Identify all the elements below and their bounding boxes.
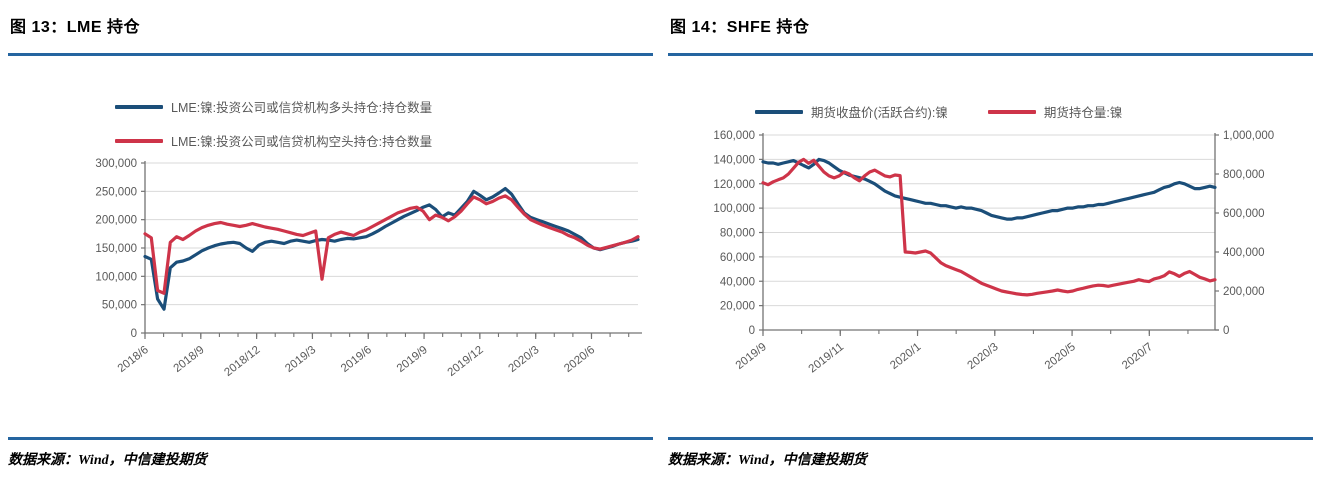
x-axis-tick-label: 2020/6: [562, 344, 597, 375]
x-axis-tick-label: 2019/9: [395, 344, 430, 375]
figure-13-lme: 图 13：LME 持仓 LME:镍:投资公司或信贷机构多头持仓:持仓数量 LME…: [8, 19, 653, 468]
y-axis-tick-label: 50,000: [102, 300, 137, 312]
shfe-price-line-swatch: [755, 109, 803, 114]
x-axis-tick-label: 2020/1: [888, 341, 923, 372]
x-axis-tick-label: 2020/3: [506, 344, 541, 375]
y-axis-tick-label: 60,000: [720, 252, 755, 264]
y-axis-tick-label: 120,000: [713, 179, 755, 191]
x-axis-tick-label: 2019/12: [446, 344, 486, 379]
series-line-1: [143, 194, 640, 295]
figure-14-source-rule: [668, 437, 1313, 440]
y-axis-tick-label: 100,000: [713, 203, 755, 215]
x-axis-tick-label: 2020/5: [1043, 341, 1078, 372]
y-axis-tick-label: 150,000: [95, 243, 137, 255]
lme-legend: LME:镍:投资公司或信贷机构多头持仓:持仓数量 LME:镍:投资公司或信贷机构…: [115, 97, 432, 150]
x-axis-tick-label: 2019/9: [734, 341, 769, 372]
lme-chart-canvas: 0 50,000 100,000 150,000 200,000 250,000 300,0…: [95, 158, 642, 379]
figure-13-title-rule: [8, 53, 653, 56]
y-axis-right-tick-label: 200,000: [1223, 286, 1265, 298]
lme-legend-item-long: LME:镍:投资公司或信贷机构多头持仓:持仓数量: [115, 97, 432, 116]
y-axis-tick-label: 140,000: [713, 154, 755, 166]
series-line-1: [761, 157, 1217, 297]
y-axis-tick-label: 200,000: [95, 215, 137, 227]
y-axis-right-tick-label: 0: [1223, 325, 1229, 337]
y-axis-right-tick-label: 1,000,000: [1223, 130, 1274, 142]
lme-short-line-swatch: [115, 138, 163, 143]
y-axis-tick-label: 0: [131, 328, 137, 340]
shfe-legend-item-openinterest: 期货持仓量:镍: [987, 102, 1123, 121]
y-axis-tick-label: 80,000: [720, 228, 755, 240]
figure-14-source-text: 数据来源：Wind，中信建投期货: [668, 453, 867, 468]
x-axis-tick-label: 2018/6: [116, 344, 151, 375]
figure-14-shfe: 图 14：SHFE 持仓 期货收盘价(活跃合约):镍 期货持仓量:镍 0 20,0…: [660, 0, 1320, 479]
x-axis-tick-label: 2019/11: [807, 341, 846, 376]
figure-14-title-rule: [668, 53, 1313, 56]
lme-legend-item-short: LME:镍:投资公司或信贷机构空头持仓:持仓数量: [115, 131, 432, 150]
x-axis-tick-label: 2019/6: [339, 344, 374, 375]
y-axis-right-tick-label: 400,000: [1223, 247, 1265, 259]
figure-13-title: 图 13：LME 持仓: [10, 19, 140, 36]
lme-short-legend-label: LME:镍:投资公司或信贷机构空头持仓:持仓数量: [171, 135, 433, 149]
y-axis-tick-label: 100,000: [95, 271, 137, 283]
figure-14-title: 图 14：SHFE 持仓: [670, 19, 810, 36]
series-line-0: [143, 186, 640, 311]
shfe-legend: 期货收盘价(活跃合约):镍 期货持仓量:镍: [755, 102, 1122, 121]
y-axis-tick-label: 40,000: [720, 276, 755, 288]
x-axis-tick-label: 2018/9: [172, 344, 207, 375]
y-axis-right-tick-label: 800,000: [1223, 169, 1265, 181]
y-axis-tick-label: 250,000: [95, 186, 137, 198]
shfe-chart-canvas: 0 20,000 40,000 60,000 80,000 100,000 120,000 1…: [713, 130, 1274, 376]
y-axis-right-tick-label: 600,000: [1223, 208, 1265, 220]
lme-long-legend-label: LME:镍:投资公司或信贷机构多头持仓:持仓数量: [171, 101, 433, 115]
y-axis-tick-label: 300,000: [95, 158, 137, 170]
y-axis-tick-label: 0: [749, 325, 755, 337]
shfe-oi-line-swatch: [987, 109, 1036, 114]
y-axis-tick-label: 20,000: [720, 301, 755, 313]
x-axis-tick-label: 2020/7: [1120, 341, 1155, 372]
series-line-0: [761, 157, 1217, 221]
shfe-oi-legend-label: 期货持仓量:镍: [1043, 106, 1123, 120]
lme-long-line-swatch: [115, 104, 163, 109]
figure-13-source-rule: [8, 437, 653, 440]
x-axis-tick-label: 2019/3: [283, 344, 318, 375]
y-axis-tick-label: 160,000: [713, 130, 755, 142]
x-axis-tick-label: 2020/3: [966, 341, 1001, 372]
shfe-legend-item-price: 期货收盘价(活跃合约):镍: [755, 102, 948, 121]
shfe-price-legend-label: 期货收盘价(活跃合约):镍: [811, 106, 948, 120]
x-axis-tick-label: 2018/12: [222, 344, 262, 379]
figure-13-source-text: 数据来源：Wind，中信建投期货: [8, 453, 207, 468]
